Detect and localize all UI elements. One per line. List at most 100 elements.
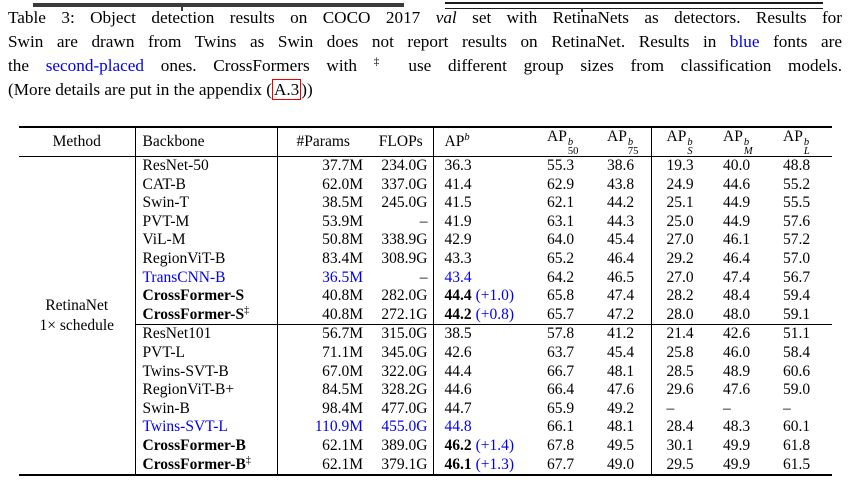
cell-params: 56.7M bbox=[277, 324, 369, 344]
caption-line: Swin are drawn from Twins as Swin does n… bbox=[8, 30, 842, 54]
method-line: RetinaNet bbox=[45, 296, 109, 314]
cell-params: 50.8M bbox=[277, 231, 369, 250]
cell-flops: 345.0G bbox=[369, 343, 434, 363]
cell-backbone: ResNet101 bbox=[135, 324, 278, 344]
cropped-rule-right bbox=[445, 2, 823, 9]
cell-value: 38.5 bbox=[444, 325, 472, 343]
caption-text: use different group sizes from classific… bbox=[391, 56, 843, 75]
cell-ap75: 49.5 bbox=[606, 436, 652, 456]
cell-value: 345.0G bbox=[381, 343, 428, 361]
cell-aps: 30.1 bbox=[666, 436, 694, 454]
cell-params: 38.5M bbox=[277, 194, 369, 213]
cell-ap75: 44.3 bbox=[606, 212, 652, 232]
cell-ap: 41.4 bbox=[433, 176, 546, 195]
cell-apm: 46.1 bbox=[723, 231, 751, 249]
cell-ap: 42.6 bbox=[433, 344, 546, 363]
cell-value: 41.4 bbox=[444, 175, 472, 193]
cropped-rule-left bbox=[33, 3, 404, 7]
cell-apm: 44.6 bbox=[723, 175, 751, 193]
cell-params: 36.5M bbox=[277, 269, 369, 288]
cell-ap75: 46.4 bbox=[606, 249, 652, 269]
cell-value: 282.0G bbox=[381, 287, 428, 305]
cell-apm: – bbox=[723, 399, 731, 417]
cell-ap75: 45.4 bbox=[606, 343, 652, 363]
cell-ap: 38.5 bbox=[433, 324, 546, 344]
caption-text: )) bbox=[301, 80, 313, 99]
cell-ap50: 66.7 bbox=[547, 362, 575, 380]
cell-value: 36.3 bbox=[444, 157, 472, 174]
table-row: TransCNN-B 36.5M –43.4 64.2 46.5 27.0 47.4 56.7 bbox=[19, 268, 832, 288]
cell-value: 245.0G bbox=[381, 194, 428, 212]
cell-value: 62.1M bbox=[322, 436, 363, 454]
cell-value: 379.1G bbox=[381, 455, 428, 473]
cell-params: 62.1M bbox=[277, 437, 369, 456]
cell-ap: 44.4 (+1.0) bbox=[433, 287, 546, 306]
cell-apl: 59.1 bbox=[783, 305, 811, 323]
cell-ap: 41.5 bbox=[433, 194, 546, 213]
cell-value: 328.2G bbox=[381, 381, 428, 399]
cell-ap50: 65.2 bbox=[547, 249, 575, 267]
cell-apl: 57.6 bbox=[783, 212, 811, 230]
cell-backbone: PVT-M bbox=[135, 212, 278, 232]
cell-apm: 40.0 bbox=[723, 157, 751, 174]
cell-value: 62.0M bbox=[322, 175, 363, 193]
cell-aps: 25.1 bbox=[666, 194, 694, 212]
cell-value: Twins-SVT-B bbox=[142, 362, 229, 380]
cell-backbone: CrossFormer-B‡ bbox=[135, 455, 278, 476]
cell-value: 53.9M bbox=[322, 212, 363, 230]
table-row: CrossFormer-S‡ 40.8M 272.1G 44.2 (+0.8) 65.7 4… bbox=[19, 305, 832, 325]
header-label: AP bbox=[723, 128, 743, 145]
table-row: CrossFormer-B‡ 62.1M 379.1G 46.1 (+1.3) 67.7 4… bbox=[19, 455, 832, 476]
cell-backbone: Twins-SVT-L bbox=[135, 418, 278, 437]
cell-flops: 328.2G bbox=[369, 381, 434, 400]
cell-value: 389.0G bbox=[381, 436, 428, 454]
col-header-aps: AP b S bbox=[651, 127, 722, 157]
cell-backbone: PVT-L bbox=[135, 343, 278, 363]
cell-value: 477.0G bbox=[381, 399, 428, 417]
table-row: CrossFormer-B 62.1M 389.0G 46.2 (+1.4) 67.8 49… bbox=[19, 436, 832, 456]
cell-flops: 389.0G bbox=[369, 436, 434, 456]
cell-value: 40.8M bbox=[322, 305, 363, 323]
cell-flops: 272.1G bbox=[369, 305, 434, 325]
table-row: Swin-T 38.5M 245.0G 41.5 62.1 44.2 25.1 44.9 55.… bbox=[19, 194, 832, 213]
improvement-badge: (+1.3) bbox=[475, 455, 515, 473]
cell-value: 71.1M bbox=[322, 343, 363, 361]
table-body: RetinaNet 1× schedule ResNet-50 37.7M 234.0G… bbox=[19, 156, 832, 476]
cell-flops: – bbox=[369, 212, 434, 232]
cell-ap50: 65.7 bbox=[547, 305, 575, 323]
cell-ap50: 67.7 bbox=[547, 455, 575, 473]
cell-ap: 44.8 bbox=[433, 418, 546, 437]
cell-aps: 28.0 bbox=[666, 305, 694, 323]
cell-value: 315.0G bbox=[381, 325, 428, 343]
cell-flops: 455.0G bbox=[369, 418, 434, 437]
cell-aps: 25.0 bbox=[666, 212, 694, 230]
cell-value: 42.6 bbox=[444, 343, 472, 361]
cell-ap75: 43.8 bbox=[606, 175, 652, 195]
cell-apm: 48.3 bbox=[723, 418, 751, 436]
cell-aps: – bbox=[666, 399, 675, 417]
cell-backbone: CrossFormer-S‡ bbox=[135, 305, 278, 325]
cell-apm: 48.0 bbox=[723, 305, 751, 323]
cell-ap50: 63.7 bbox=[547, 343, 575, 361]
appendix-link[interactable]: A.3 bbox=[271, 79, 302, 100]
caption-text: second-placed bbox=[45, 56, 145, 75]
cell-value: 41.9 bbox=[444, 212, 472, 230]
col-header-ap75: AP b 75 bbox=[606, 127, 652, 157]
table-caption: Table 3: Object detection results on COC… bbox=[8, 6, 842, 102]
cell-value: RegionViT-B+ bbox=[142, 381, 235, 399]
caption-line: the second-placed ones. CrossFormers wit… bbox=[8, 54, 842, 78]
table-row: Swin-B 98.4M 477.0G 44.7 65.9 49.2– – – bbox=[19, 399, 832, 419]
cell-params: 40.8M bbox=[277, 306, 369, 325]
cell-params: 98.4M bbox=[277, 400, 369, 419]
cell-ap: 44.7 bbox=[433, 400, 546, 419]
caption-line: (More details are put in the appendix (A… bbox=[8, 78, 842, 102]
cell-value: ResNet-50 bbox=[142, 157, 209, 174]
method-cell: RetinaNet 1× schedule bbox=[19, 156, 136, 476]
cell-value: 84.5M bbox=[322, 381, 363, 399]
cell-value: 338.9G bbox=[381, 231, 428, 249]
cell-aps: 28.2 bbox=[666, 287, 694, 305]
cell-backbone: Swin-T bbox=[135, 194, 278, 213]
cell-value: – bbox=[419, 268, 428, 286]
cell-value: Swin-B bbox=[142, 399, 190, 417]
cell-apm: 47.4 bbox=[723, 268, 751, 286]
